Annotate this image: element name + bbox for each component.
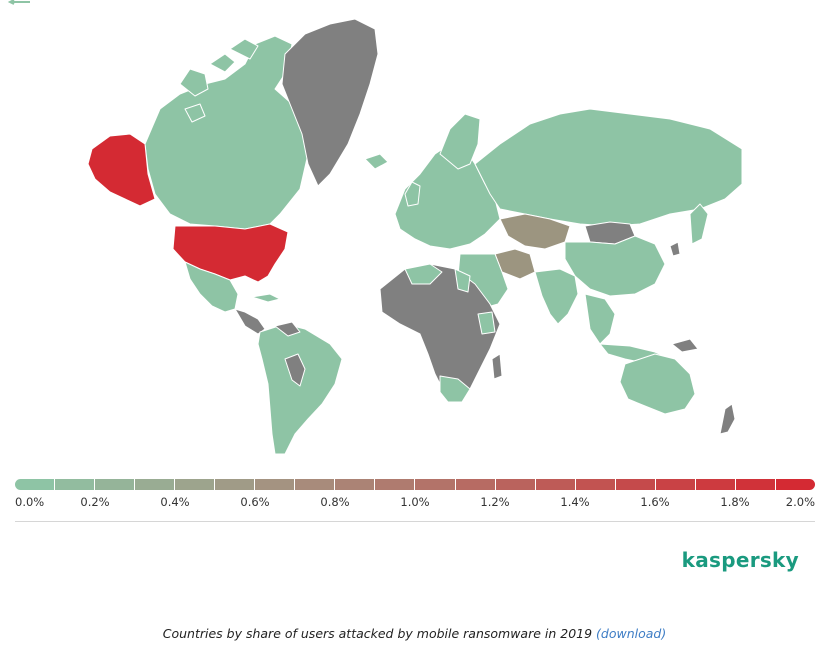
legend-segment <box>655 479 695 490</box>
legend-segment <box>55 479 95 490</box>
region-greenland[interactable] <box>281 18 379 187</box>
legend-segment <box>455 479 495 490</box>
legend-segment <box>255 479 295 490</box>
legend-segment <box>215 479 255 490</box>
region-china[interactable] <box>564 235 666 297</box>
region-southeast-asia[interactable] <box>584 293 616 345</box>
region-korea[interactable] <box>669 241 681 257</box>
legend-tick-label: 1.8% <box>720 495 750 509</box>
legend-segment <box>95 479 135 490</box>
kaspersky-logo[interactable]: kaspersky <box>681 548 799 572</box>
legend-tick-label: 1.6% <box>640 495 670 509</box>
region-scandinavia[interactable] <box>439 113 481 170</box>
legend-segment <box>375 479 415 490</box>
region-central-america[interactable] <box>234 308 266 335</box>
legend-tick-label: 1.2% <box>480 495 510 509</box>
legend-tick-label: 0.4% <box>160 495 190 509</box>
world-map <box>87 18 743 455</box>
legend-segment <box>335 479 375 490</box>
color-scale-bar <box>15 479 815 490</box>
region-madagascar[interactable] <box>491 353 503 380</box>
legend-segment <box>695 479 735 490</box>
legend-segment <box>495 479 535 490</box>
caption-text: Countries by share of users attacked by … <box>162 626 597 641</box>
back-arrow-icon[interactable] <box>0 0 40 10</box>
legend-tick-label: 0.6% <box>240 495 270 509</box>
legend-tick-label: 1.0% <box>400 495 430 509</box>
legend-tick-label: 0.8% <box>320 495 350 509</box>
legend-segment <box>735 479 775 490</box>
legend-segment <box>615 479 655 490</box>
legend-tick-label: 2.0% <box>785 495 815 509</box>
region-uk[interactable] <box>404 181 421 207</box>
region-japan[interactable] <box>689 203 709 245</box>
region-north-africa[interactable] <box>404 263 471 293</box>
region-iceland[interactable] <box>364 153 389 170</box>
legend-segment <box>295 479 335 490</box>
region-caribbean[interactable] <box>251 293 281 303</box>
legend-segment <box>15 479 55 490</box>
region-south-america[interactable] <box>257 323 343 455</box>
region-alaska[interactable] <box>87 133 156 207</box>
legend-segment <box>775 479 815 490</box>
legend-divider <box>15 521 815 522</box>
region-png[interactable] <box>671 338 699 353</box>
region-india[interactable] <box>534 268 579 325</box>
legend-segment <box>135 479 175 490</box>
legend-segment <box>575 479 615 490</box>
legend-tick-label: 0.0% <box>15 495 45 509</box>
legend-ticks: 0.0% 0.2% 0.4% 0.6% 0.8% 1.0% 1.2% 1.4% 1.6% 1.8%… <box>15 495 815 511</box>
region-venezuela[interactable] <box>274 321 301 337</box>
legend-tick-label: 1.4% <box>560 495 590 509</box>
region-africa[interactable] <box>379 263 501 400</box>
region-australia[interactable] <box>619 353 696 415</box>
region-new-zealand[interactable] <box>719 403 736 435</box>
region-south-africa[interactable] <box>439 375 471 403</box>
map-caption: Countries by share of users attacked by … <box>0 626 829 641</box>
legend-tick-label: 0.2% <box>80 495 110 509</box>
region-canada-islands[interactable] <box>179 38 259 123</box>
legend: 0.0% 0.2% 0.4% 0.6% 0.8% 1.0% 1.2% 1.4% 1.6% 1.8%… <box>15 479 815 523</box>
legend-segment <box>415 479 455 490</box>
region-bolivia-paraguay[interactable] <box>284 353 306 387</box>
legend-segment <box>175 479 215 490</box>
region-east-africa[interactable] <box>477 311 496 335</box>
legend-segment <box>535 479 575 490</box>
download-link[interactable]: (download) <box>596 626 667 641</box>
